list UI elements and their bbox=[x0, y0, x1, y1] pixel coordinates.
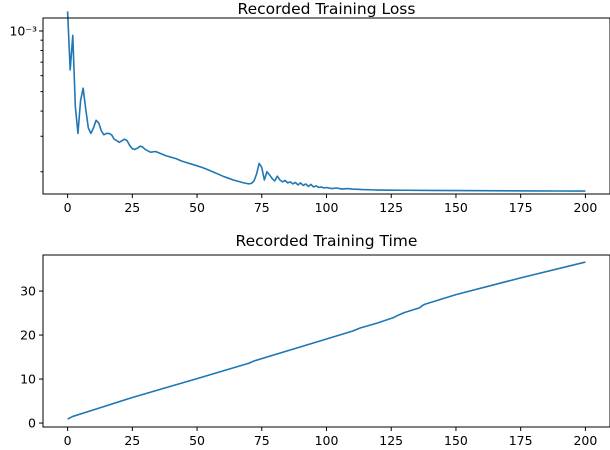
x-tick-label: 125 bbox=[379, 200, 403, 215]
x-tick-label: 25 bbox=[124, 200, 140, 215]
loss-series-line bbox=[66, 11, 586, 192]
x-tick-label: 200 bbox=[573, 433, 597, 448]
x-tick-label: 200 bbox=[573, 200, 597, 215]
loss-axes-frame bbox=[42, 17, 610, 195]
x-tick-label: 175 bbox=[509, 433, 533, 448]
time-y-ticks: 0 10 20 30 bbox=[20, 284, 43, 431]
loss-chart-title: Recorded Training Loss bbox=[238, 0, 416, 18]
x-tick-label: 150 bbox=[444, 433, 468, 448]
x-tick-label: 50 bbox=[189, 200, 205, 215]
x-tick-label: 150 bbox=[444, 200, 468, 215]
y-tick-label: 10⁻³ bbox=[9, 23, 37, 38]
y-tick-label: 30 bbox=[20, 284, 36, 299]
x-tick-label: 75 bbox=[254, 200, 270, 215]
y-tick-label: 10 bbox=[20, 372, 36, 387]
x-tick-label: 0 bbox=[64, 433, 72, 448]
x-tick-label: 25 bbox=[124, 433, 140, 448]
x-tick-label: 50 bbox=[189, 433, 205, 448]
x-tick-label: 75 bbox=[254, 433, 270, 448]
x-tick-label: 0 bbox=[64, 200, 72, 215]
x-tick-label: 100 bbox=[315, 433, 339, 448]
time-axes-frame bbox=[42, 254, 610, 428]
time-x-ticks: 0 25 50 75 100 125 150 175 200 bbox=[64, 427, 597, 448]
loss-x-ticks: 0 25 50 75 100 125 150 175 200 bbox=[64, 194, 597, 215]
time-chart-title: Recorded Training Time bbox=[236, 232, 418, 250]
x-tick-label: 100 bbox=[315, 200, 339, 215]
y-tick-label: 0 bbox=[28, 416, 36, 431]
time-series-line bbox=[67, 261, 586, 420]
y-tick-label: 20 bbox=[20, 328, 36, 343]
x-tick-label: 125 bbox=[379, 433, 403, 448]
loss-subplot: Recorded Training Loss 0 25 50 75 100 125 150 1… bbox=[9, 0, 610, 215]
time-subplot: Recorded Training Time 0 25 50 75 100 125 150 1… bbox=[20, 232, 610, 448]
loss-y-ticks: 10⁻³ bbox=[9, 23, 43, 173]
x-tick-label: 175 bbox=[509, 200, 533, 215]
